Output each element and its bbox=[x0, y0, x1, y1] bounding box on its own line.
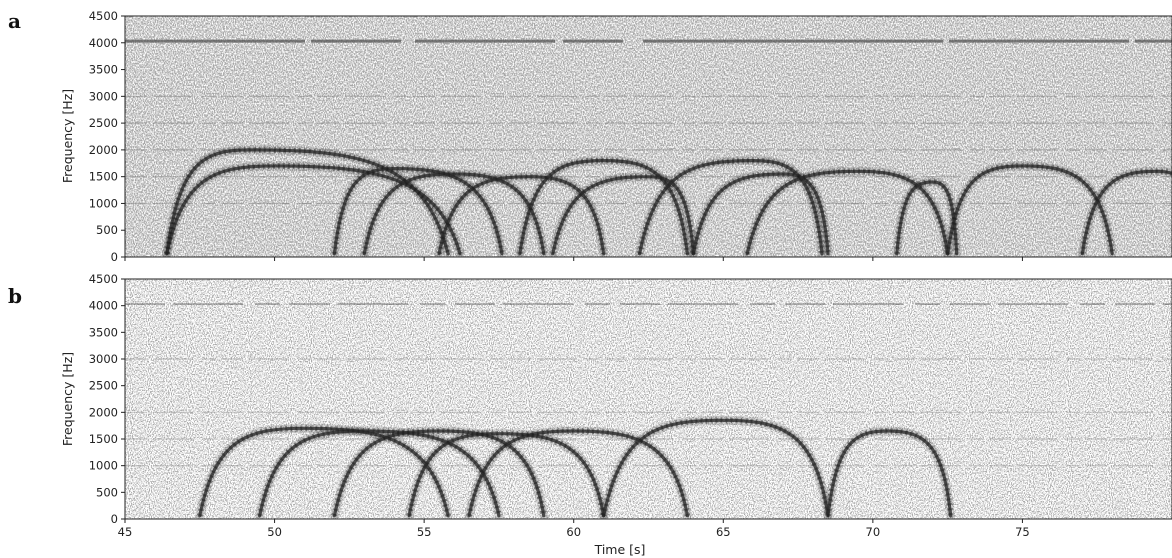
arc-core bbox=[1080, 169, 1172, 256]
arc-core bbox=[826, 429, 953, 518]
plot-frame-a bbox=[124, 15, 1172, 258]
y-tick-label: 4500 bbox=[89, 272, 118, 286]
y-tick-label: 0 bbox=[111, 250, 118, 264]
y-tick-label: 4500 bbox=[89, 9, 118, 23]
arcs-a bbox=[162, 145, 1172, 257]
y-ticks-b: 0 500 1000 1500 2000 2500 3000 3500 4000 4500 bbox=[89, 272, 125, 526]
y-tick-label: 2500 bbox=[89, 116, 118, 130]
x-tick-label: 70 bbox=[866, 525, 881, 539]
arcs-b bbox=[195, 415, 956, 519]
y-tick-label: 2500 bbox=[89, 379, 118, 393]
spectrogram-panel-b: 0 500 1000 1500 2000 2500 3000 3500 4000 4500 45 5… bbox=[60, 272, 1172, 557]
arc-core bbox=[551, 175, 695, 256]
arc-core bbox=[602, 418, 830, 518]
x-axis-label: Time [s] bbox=[594, 542, 646, 557]
spectrogram-panel-a: 0 500 1000 1500 2000 2500 3000 3500 4000 4500 Fre… bbox=[60, 9, 1172, 264]
x-tick-label: 60 bbox=[566, 525, 581, 539]
y-axis-label-b: Frequency [Hz] bbox=[60, 352, 75, 446]
x-tick-label: 65 bbox=[716, 525, 731, 539]
arc-core bbox=[258, 429, 501, 518]
y-tick-label: 1000 bbox=[89, 459, 118, 473]
x-ticks-a bbox=[124, 257, 1023, 261]
arc-core bbox=[637, 158, 824, 256]
y-tick-label: 3500 bbox=[89, 63, 118, 77]
y-tick-label: 500 bbox=[96, 223, 118, 237]
arc-core bbox=[332, 429, 546, 518]
arc-core bbox=[895, 180, 959, 256]
arc-core bbox=[362, 172, 546, 256]
arc-grain bbox=[944, 162, 1116, 255]
arc-grain bbox=[516, 157, 691, 255]
y-tick-label: 1500 bbox=[89, 170, 118, 184]
arc-grain bbox=[1079, 168, 1172, 255]
arc-core bbox=[745, 169, 950, 256]
arc-grain bbox=[636, 157, 825, 255]
arc-core bbox=[437, 175, 606, 256]
y-tick-label: 3000 bbox=[89, 89, 118, 103]
arc-core bbox=[165, 164, 462, 256]
y-tick-label: 3500 bbox=[89, 325, 118, 339]
tone-lines-b bbox=[125, 303, 1172, 467]
y-tick-label: 4000 bbox=[89, 36, 118, 50]
y-tick-label: 2000 bbox=[89, 405, 118, 419]
arc-grain bbox=[549, 173, 697, 255]
arc-grain bbox=[690, 170, 831, 255]
arc-core bbox=[407, 432, 606, 518]
y-tick-label: 2000 bbox=[89, 143, 118, 157]
arc-core bbox=[691, 172, 830, 256]
arc-core bbox=[332, 167, 504, 256]
arc-core bbox=[198, 426, 450, 518]
arc-grain bbox=[436, 173, 607, 255]
arc-grain bbox=[331, 165, 505, 255]
noise-background-b bbox=[125, 279, 1172, 519]
x-tick-label: 75 bbox=[1015, 525, 1030, 539]
arc-core bbox=[467, 429, 689, 518]
x-ticks-b: 45 50 55 60 65 70 75 bbox=[118, 519, 1030, 539]
y-tick-label: 500 bbox=[96, 485, 118, 499]
y-axis-label-a: Frequency [Hz] bbox=[60, 89, 75, 183]
x-tick-label: 55 bbox=[417, 525, 432, 539]
y-tick-label: 1500 bbox=[89, 432, 118, 446]
arc-grain bbox=[163, 162, 463, 255]
panel-label-a: a bbox=[8, 9, 21, 33]
y-tick-label: 1000 bbox=[89, 196, 118, 210]
arc-grain bbox=[256, 427, 502, 517]
y-tick-label: 3000 bbox=[89, 352, 118, 366]
tone-lines-a bbox=[125, 39, 1172, 205]
y-ticks-a: 0 500 1000 1500 2000 2500 3000 3500 4000 4500 bbox=[89, 9, 125, 264]
x-tick-label: 50 bbox=[267, 525, 282, 539]
x-tick-label: 45 bbox=[118, 525, 133, 539]
y-tick-label: 4000 bbox=[89, 299, 118, 313]
plot-frame-b bbox=[124, 278, 1172, 520]
arc-core bbox=[518, 158, 689, 256]
arc-grain bbox=[466, 427, 691, 517]
panel-label-b: b bbox=[8, 284, 22, 308]
y-tick-label: 0 bbox=[111, 512, 118, 526]
arc-grain bbox=[361, 170, 547, 255]
arc-grain bbox=[331, 427, 547, 517]
